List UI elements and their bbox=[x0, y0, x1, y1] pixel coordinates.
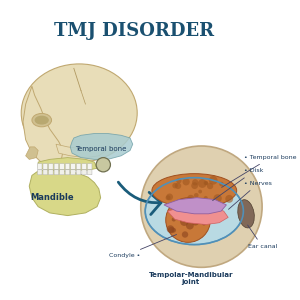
FancyBboxPatch shape bbox=[60, 164, 64, 169]
Circle shape bbox=[172, 183, 178, 188]
Circle shape bbox=[198, 190, 202, 194]
Text: Mandible: Mandible bbox=[31, 193, 74, 202]
Text: TMJ DISORDER: TMJ DISORDER bbox=[55, 22, 214, 40]
FancyBboxPatch shape bbox=[76, 164, 81, 169]
Ellipse shape bbox=[238, 200, 254, 228]
Circle shape bbox=[191, 218, 200, 226]
Circle shape bbox=[182, 178, 190, 185]
FancyBboxPatch shape bbox=[60, 170, 64, 175]
FancyBboxPatch shape bbox=[65, 164, 70, 169]
Circle shape bbox=[204, 181, 208, 185]
FancyBboxPatch shape bbox=[49, 170, 53, 175]
FancyBboxPatch shape bbox=[43, 164, 48, 169]
FancyBboxPatch shape bbox=[82, 170, 86, 175]
Circle shape bbox=[198, 179, 207, 188]
Circle shape bbox=[182, 231, 188, 238]
Circle shape bbox=[180, 210, 189, 218]
Polygon shape bbox=[29, 170, 100, 216]
Circle shape bbox=[177, 205, 186, 214]
Circle shape bbox=[203, 221, 207, 225]
Text: • Temporal bone: • Temporal bone bbox=[222, 155, 297, 188]
Circle shape bbox=[168, 227, 175, 233]
Circle shape bbox=[167, 225, 174, 233]
Circle shape bbox=[96, 158, 110, 172]
Polygon shape bbox=[167, 205, 228, 224]
FancyBboxPatch shape bbox=[54, 164, 59, 169]
FancyBboxPatch shape bbox=[54, 170, 59, 175]
Circle shape bbox=[172, 211, 179, 217]
Ellipse shape bbox=[152, 174, 237, 208]
Polygon shape bbox=[70, 134, 133, 159]
FancyBboxPatch shape bbox=[87, 164, 92, 169]
Circle shape bbox=[204, 196, 208, 200]
Text: • Disk: • Disk bbox=[213, 169, 264, 201]
Circle shape bbox=[194, 193, 199, 198]
Text: Temporal bone: Temporal bone bbox=[75, 146, 126, 152]
Circle shape bbox=[166, 194, 173, 200]
Text: Condyle •: Condyle • bbox=[110, 235, 177, 258]
Circle shape bbox=[213, 194, 222, 202]
FancyBboxPatch shape bbox=[76, 170, 81, 175]
Polygon shape bbox=[38, 158, 97, 170]
FancyBboxPatch shape bbox=[38, 170, 42, 175]
FancyBboxPatch shape bbox=[82, 164, 86, 169]
Circle shape bbox=[197, 211, 206, 220]
Polygon shape bbox=[164, 198, 226, 214]
Polygon shape bbox=[26, 147, 38, 159]
Polygon shape bbox=[23, 86, 63, 166]
Circle shape bbox=[166, 198, 210, 242]
Polygon shape bbox=[56, 144, 106, 158]
Circle shape bbox=[141, 146, 262, 267]
Circle shape bbox=[198, 211, 205, 218]
Ellipse shape bbox=[21, 64, 137, 162]
Circle shape bbox=[172, 218, 176, 221]
Circle shape bbox=[192, 179, 198, 185]
Text: Ear canal: Ear canal bbox=[248, 225, 277, 249]
Circle shape bbox=[184, 212, 191, 219]
FancyBboxPatch shape bbox=[71, 170, 75, 175]
Circle shape bbox=[209, 176, 218, 185]
Circle shape bbox=[202, 221, 206, 226]
Ellipse shape bbox=[32, 113, 52, 127]
FancyArrowPatch shape bbox=[118, 182, 161, 214]
Circle shape bbox=[191, 182, 198, 189]
Circle shape bbox=[186, 222, 194, 230]
Circle shape bbox=[166, 195, 170, 200]
Circle shape bbox=[187, 212, 195, 220]
Ellipse shape bbox=[34, 116, 49, 124]
FancyBboxPatch shape bbox=[38, 164, 42, 169]
FancyBboxPatch shape bbox=[65, 170, 70, 175]
Text: Tempolar-Mandibular
joint: Tempolar-Mandibular joint bbox=[148, 272, 233, 284]
FancyBboxPatch shape bbox=[43, 170, 48, 175]
Circle shape bbox=[171, 228, 176, 232]
Circle shape bbox=[207, 183, 213, 189]
Circle shape bbox=[219, 182, 224, 186]
Circle shape bbox=[180, 218, 189, 226]
FancyBboxPatch shape bbox=[71, 164, 75, 169]
FancyBboxPatch shape bbox=[49, 164, 53, 169]
Circle shape bbox=[225, 195, 233, 203]
Circle shape bbox=[175, 183, 181, 189]
FancyBboxPatch shape bbox=[87, 170, 92, 175]
Circle shape bbox=[204, 181, 208, 185]
Ellipse shape bbox=[145, 178, 243, 244]
Text: • Nerves: • Nerves bbox=[229, 181, 272, 209]
Circle shape bbox=[187, 195, 195, 202]
Circle shape bbox=[171, 213, 175, 217]
Circle shape bbox=[176, 178, 182, 183]
